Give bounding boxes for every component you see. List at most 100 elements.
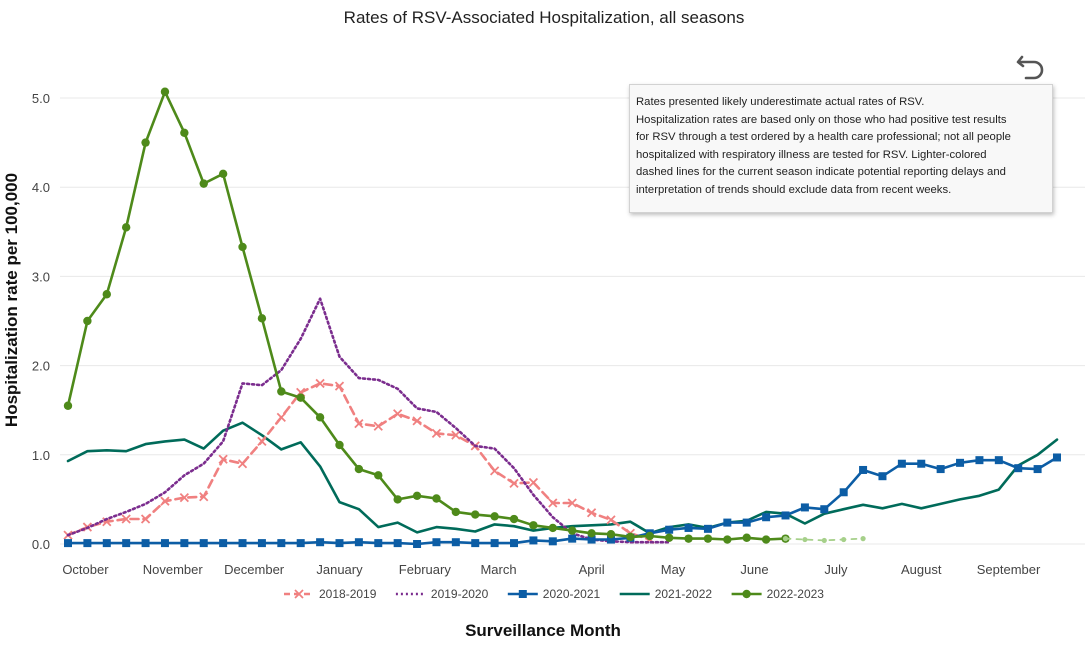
data-point [606, 515, 616, 525]
undo-arrow-icon[interactable] [1014, 48, 1048, 82]
x-tick-label: April [579, 562, 605, 577]
series-2022-2023-preliminary- [782, 536, 866, 544]
data-point [141, 539, 150, 548]
data-point [820, 505, 829, 514]
data-point [490, 512, 499, 521]
data-point [490, 539, 499, 548]
data-point [374, 539, 383, 548]
series-line [66, 382, 652, 541]
data-point [684, 534, 693, 543]
data-point [276, 412, 286, 422]
data-point-stroke [315, 378, 325, 389]
x-tick-label: June [740, 562, 768, 577]
data-point [606, 529, 616, 539]
data-point [160, 539, 169, 548]
data-point [373, 421, 383, 431]
data-point [296, 393, 305, 402]
legend-item: 2022-2023 [731, 587, 825, 601]
legend-item: 2019-2020 [395, 587, 489, 601]
data-point-stroke [586, 508, 597, 518]
data-point [528, 477, 539, 488]
series-2020-2021 [64, 453, 1061, 548]
data-point [412, 416, 422, 426]
data-point [975, 456, 984, 465]
legend-label: 2020-2021 [543, 587, 601, 601]
x-tick-label: May [661, 562, 686, 577]
legend-item: 2021-2022 [619, 587, 713, 601]
data-point [782, 536, 789, 542]
data-point [315, 378, 325, 389]
data-point [800, 503, 809, 512]
y-tick-label: 0.0 [32, 537, 50, 552]
data-point [568, 534, 577, 543]
data-point [257, 314, 267, 323]
data-point [354, 418, 364, 429]
data-point [684, 523, 693, 532]
data-point [179, 492, 189, 503]
legend-marker [742, 589, 751, 599]
data-point [180, 539, 189, 548]
data-point [703, 524, 712, 533]
data-point-stroke [548, 498, 558, 508]
data-point [878, 472, 887, 481]
series-2022-2023 [63, 87, 790, 544]
x-axis-ticks: October November December January February Ma… [62, 562, 1041, 577]
data-point [936, 465, 945, 474]
note-line: interpretation of trends should exclude … [636, 183, 952, 196]
data-point [703, 534, 713, 543]
y-tick-label: 3.0 [32, 269, 50, 284]
data-point [102, 539, 111, 548]
y-tick-label: 2.0 [32, 359, 50, 374]
data-point [1053, 453, 1061, 462]
data-point [586, 508, 597, 518]
data-point [645, 531, 654, 541]
data-point [180, 128, 189, 137]
data-point [451, 430, 461, 440]
data-point [626, 532, 635, 542]
x-tick-label: January [316, 562, 363, 577]
series-2018-2019 [63, 378, 655, 545]
data-point-stroke [373, 421, 383, 431]
data-point [548, 498, 558, 508]
data-point-stroke [489, 466, 500, 476]
data-point [742, 518, 751, 527]
data-point [315, 413, 325, 422]
x-tick-label: March [480, 562, 516, 577]
data-point [335, 440, 344, 450]
data-point [199, 179, 208, 188]
data-point [63, 401, 73, 410]
legend: 2018-2019 2019-2020 2020-2021 2021-2022 2022… [284, 587, 824, 601]
data-point [509, 478, 519, 488]
data-point [393, 409, 403, 419]
x-axis-title: Surveillance Month [465, 621, 621, 640]
series-2021-2022 [66, 421, 1059, 535]
data-point [83, 316, 92, 326]
x-tick-label: February [399, 562, 452, 577]
legend-label: 2019-2020 [431, 587, 489, 601]
data-point [451, 538, 460, 547]
data-point [432, 494, 441, 503]
data-point [219, 539, 228, 548]
note-line: Rates presented likely underestimate act… [636, 96, 925, 108]
data-point-stroke [528, 477, 539, 488]
data-point-stroke [334, 381, 345, 391]
data-point [83, 539, 92, 548]
data-point [140, 514, 151, 524]
data-point-stroke [412, 416, 422, 426]
data-point [277, 539, 286, 548]
y-axis-ticks: 0.0 1.0 2.0 3.0 4.0 5.0 [32, 91, 50, 552]
data-point [742, 533, 751, 542]
legend-label: 2021-2022 [655, 587, 713, 601]
data-point-stroke [354, 418, 364, 429]
data-point [160, 87, 170, 96]
x-tick-label: November [143, 562, 204, 577]
data-point [393, 539, 402, 548]
legend-label: 2022-2023 [767, 587, 825, 601]
data-point [917, 459, 926, 468]
data-point [199, 492, 209, 502]
series-lines [63, 87, 1061, 548]
data-point-stroke [121, 514, 131, 524]
data-point [839, 488, 848, 497]
data-point [529, 536, 538, 545]
data-point [606, 535, 615, 544]
